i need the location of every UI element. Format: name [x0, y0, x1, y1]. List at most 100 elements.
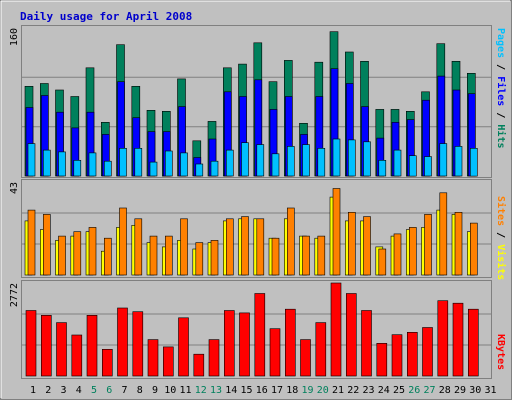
bar-sites	[439, 192, 448, 276]
x-tick-label: 25	[393, 385, 405, 396]
x-tick-label: 11	[179, 385, 191, 396]
bar-pages	[104, 160, 112, 177]
x-tick-label: 30	[469, 385, 481, 396]
bar-pages	[454, 146, 463, 177]
bar-kbytes	[147, 339, 159, 377]
bar-kbytes	[208, 339, 220, 377]
bar-kbytes	[391, 334, 403, 377]
bar-sites	[226, 218, 234, 276]
bar-pages	[256, 144, 265, 177]
bar-pages	[408, 155, 417, 177]
bar-kbytes	[269, 328, 281, 377]
legend-visits: Visits	[495, 244, 507, 280]
x-tick-label: 14	[225, 385, 237, 396]
x-tick-label: 21	[332, 385, 344, 396]
bar-pages	[119, 148, 127, 177]
y-max-label-hits: 160	[9, 28, 20, 46]
bar-sites	[332, 188, 341, 276]
bar-sites	[286, 207, 295, 276]
bar-sites	[58, 235, 66, 276]
legend-files: Files	[495, 76, 507, 106]
bar-pages	[286, 146, 295, 177]
bar-pages	[88, 152, 97, 177]
bar-pages	[195, 163, 204, 177]
legend-kbytes: KBytes	[495, 334, 506, 370]
bar-kbytes	[71, 334, 83, 377]
legend-pages: Pages	[495, 28, 506, 58]
bar-kbytes	[254, 293, 266, 377]
bar-sites	[104, 237, 112, 276]
y-max-label-visits: 43	[9, 182, 20, 194]
bar-pages	[271, 153, 280, 177]
bar-pages	[165, 150, 173, 177]
chart-title: Daily usage for April 2008	[20, 10, 192, 23]
bar-kbytes	[315, 322, 327, 377]
bar-pages	[302, 144, 310, 177]
bars-layer	[24, 31, 479, 377]
bar-pages	[469, 148, 478, 177]
legend-sep: /	[495, 112, 506, 118]
bar-sites	[363, 216, 371, 276]
x-tick-label: 20	[317, 385, 329, 396]
bar-kbytes	[102, 348, 113, 377]
bar-kbytes	[422, 327, 433, 377]
bar-pages	[332, 138, 341, 177]
bar-kbytes	[56, 322, 67, 377]
x-tick-label: 5	[91, 385, 97, 396]
bar-sites	[302, 235, 310, 276]
bar-sites	[42, 214, 51, 276]
bar-kbytes	[361, 310, 372, 377]
bar-kbytes	[40, 314, 52, 377]
bar-kbytes	[330, 282, 342, 377]
bar-kbytes	[239, 312, 250, 377]
bar-pages	[317, 148, 326, 177]
legend-kbytes-label: KBytes	[495, 334, 506, 370]
bar-sites	[195, 242, 204, 276]
bar-pages	[393, 149, 402, 177]
bar-sites	[424, 214, 432, 276]
x-tick-label: 7	[121, 385, 127, 396]
x-tick-label: 29	[454, 385, 466, 396]
bar-kbytes	[193, 353, 205, 377]
x-tick-label: 26	[408, 385, 420, 396]
bar-sites	[165, 235, 173, 276]
x-tick-label: 4	[76, 385, 82, 396]
x-tick-label: 28	[439, 385, 451, 396]
bar-kbytes	[467, 308, 479, 377]
bar-sites	[408, 227, 417, 276]
bar-sites	[256, 218, 265, 276]
bar-sites	[241, 216, 249, 276]
bar-kbytes	[284, 308, 296, 377]
bar-sites	[378, 248, 387, 276]
bar-kbytes	[224, 310, 235, 377]
bar-pages	[226, 149, 234, 177]
bar-pages	[42, 149, 51, 177]
bar-pages	[363, 141, 371, 177]
bar-sites	[119, 207, 127, 276]
bar-kbytes	[178, 317, 189, 377]
bar-kbytes	[376, 342, 388, 377]
bar-sites	[347, 212, 356, 276]
legend-visits-sites: Sites / Visits	[495, 196, 507, 280]
bar-sites	[180, 218, 188, 276]
bar-kbytes	[345, 293, 357, 377]
legend-hits: Hits	[495, 124, 507, 148]
bar-pages	[424, 156, 432, 177]
x-tick-label: 23	[362, 385, 374, 396]
bar-pages	[149, 161, 158, 177]
bar-pages	[241, 142, 249, 177]
bar-kbytes	[132, 311, 144, 377]
bar-pages	[58, 151, 66, 177]
x-tick-label: 8	[137, 385, 143, 396]
bar-kbytes	[300, 339, 311, 377]
bar-sites	[393, 233, 402, 276]
legend-sep: /	[495, 232, 506, 238]
bar-sites	[454, 212, 463, 276]
bar-sites	[469, 222, 478, 276]
x-axis-labels: 1 2 3 4 5 6 7 8 9 10 11 12 13 14 15 16 17 18 19 20 21 22 23 24 2…	[30, 385, 497, 396]
legend-sites: Sites	[495, 196, 507, 226]
bar-sites	[149, 235, 158, 276]
x-tick-label: 18	[286, 385, 298, 396]
